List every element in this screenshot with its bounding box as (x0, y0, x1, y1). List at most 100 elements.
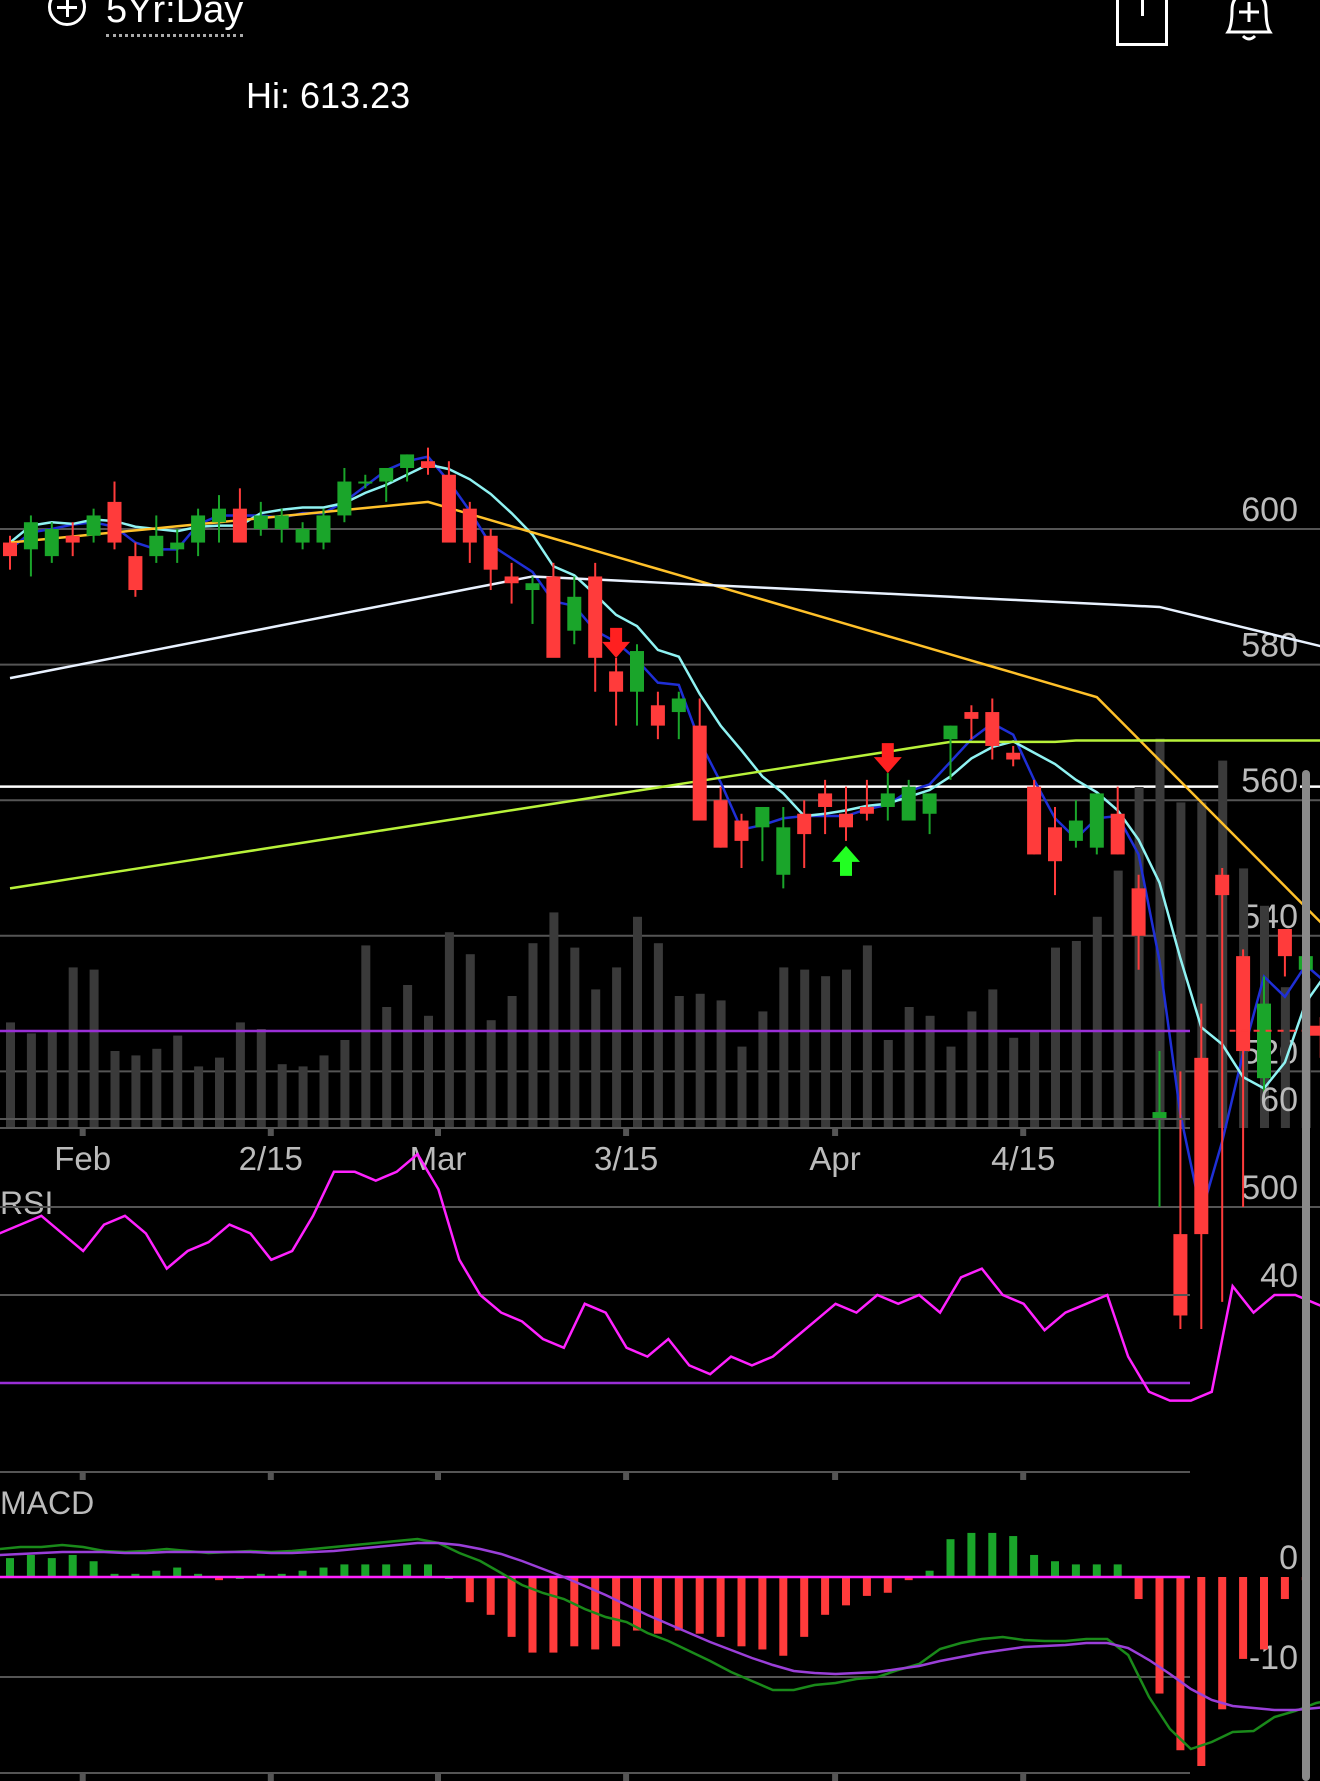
candle-body (1278, 929, 1292, 956)
sell-arrow-icon (874, 743, 902, 773)
rsi-tick-label: 60 (1260, 1081, 1298, 1119)
candle-body (818, 793, 832, 807)
macd-histogram-bar (466, 1577, 474, 1602)
candle-body (1069, 821, 1083, 841)
volume-bar (800, 970, 809, 1128)
candle-body (1236, 956, 1250, 1051)
candle-body (87, 515, 101, 535)
macd-histogram-bar (988, 1533, 996, 1577)
volume-bar (236, 1022, 245, 1128)
x-tick-label: 2/15 (239, 1140, 303, 1177)
candle-body (379, 468, 393, 482)
volume-bar (842, 970, 851, 1128)
macd-histogram-bar (403, 1564, 411, 1577)
macd-histogram-bar (1114, 1564, 1122, 1577)
macd-histogram-bar (967, 1533, 975, 1577)
macd-histogram-bar (612, 1577, 620, 1646)
candle-body (755, 807, 769, 827)
candle-body (1048, 827, 1062, 861)
volume-bar (675, 996, 684, 1128)
candle-body (108, 502, 122, 543)
candle-body (546, 576, 560, 657)
macd-histogram-bar (48, 1558, 56, 1577)
candle-body (170, 543, 184, 550)
candle-body (1153, 1112, 1167, 1119)
macd-histogram-bar (361, 1564, 369, 1577)
volume-bar (905, 1007, 914, 1128)
volume-bar (738, 1047, 747, 1128)
sma-100-line (10, 576, 1320, 678)
candle-body (421, 461, 435, 468)
candle-body (24, 522, 38, 549)
macd-histogram-bar (382, 1564, 390, 1577)
candle-body (149, 536, 163, 556)
macd-histogram-bar (675, 1577, 683, 1631)
candle-body (1132, 888, 1146, 935)
volume-bar (27, 1033, 36, 1128)
candle-body (296, 529, 310, 543)
candle-body (1173, 1234, 1187, 1315)
volume-bar (173, 1036, 182, 1128)
macd-histogram-bar (1260, 1577, 1268, 1649)
macd-histogram-bar (1072, 1564, 1080, 1577)
candle-body (839, 814, 853, 828)
candle-body (735, 821, 749, 841)
volume-bar (758, 1011, 767, 1128)
candle-body (212, 509, 226, 523)
macd-histogram-bar (27, 1555, 35, 1577)
volume-bar (549, 912, 558, 1128)
macd-histogram-bar (947, 1539, 955, 1577)
candle-body (484, 536, 498, 570)
volume-bar (1093, 917, 1102, 1128)
macd-histogram-bar (549, 1577, 557, 1653)
x-tick-label: 4/15 (991, 1140, 1055, 1177)
volume-bar (69, 967, 78, 1128)
macd-histogram-bar (842, 1577, 850, 1605)
volume-bar (90, 970, 99, 1128)
volume-bar (340, 1040, 349, 1128)
volume-bar (320, 1055, 329, 1128)
volume-bar (967, 1011, 976, 1128)
candle-body (254, 515, 268, 529)
price-tick-label: 580 (1241, 627, 1298, 665)
macd-histogram-bar (1281, 1577, 1289, 1599)
candle-body (985, 712, 999, 746)
macd-histogram-bar (863, 1577, 871, 1596)
price-tick-label: 560 (1241, 762, 1298, 800)
macd-histogram-bar (508, 1577, 516, 1637)
volume-bar (111, 1051, 120, 1128)
macd-histogram-bar (1239, 1577, 1247, 1659)
volume-bar (863, 945, 872, 1128)
candle-body (1215, 875, 1229, 895)
candle-body (964, 712, 978, 719)
volume-bar (131, 1055, 140, 1128)
candle-body (45, 529, 59, 556)
macd-histogram-bar (738, 1577, 746, 1646)
macd-histogram-bar (654, 1577, 662, 1634)
candle-body (233, 509, 247, 543)
macd-histogram-bar (758, 1577, 766, 1649)
macd-histogram-bar (1093, 1564, 1101, 1577)
volume-bar (1114, 871, 1123, 1128)
candle-body (1027, 787, 1041, 855)
volume-bar (717, 1000, 726, 1128)
candle-body (275, 515, 289, 529)
macd-histogram-bar (1051, 1561, 1059, 1577)
volume-bar (466, 954, 475, 1128)
volume-bar (779, 967, 788, 1128)
candle-body (902, 787, 916, 821)
price-tick-label: 500 (1241, 1169, 1298, 1207)
x-tick-label: 3/15 (594, 1140, 658, 1177)
vertical-scrollbar[interactable] (1302, 770, 1310, 1781)
candle-body (505, 576, 519, 583)
candle-body (881, 793, 895, 807)
macd-histogram-bar (487, 1577, 495, 1615)
volume-bar (1051, 948, 1060, 1128)
candle-body (400, 454, 414, 468)
candle-body (358, 482, 372, 484)
candle-body (797, 814, 811, 834)
volume-bar (6, 1022, 15, 1128)
macd-histogram-bar (90, 1561, 98, 1577)
macd-histogram-bar (570, 1577, 578, 1646)
